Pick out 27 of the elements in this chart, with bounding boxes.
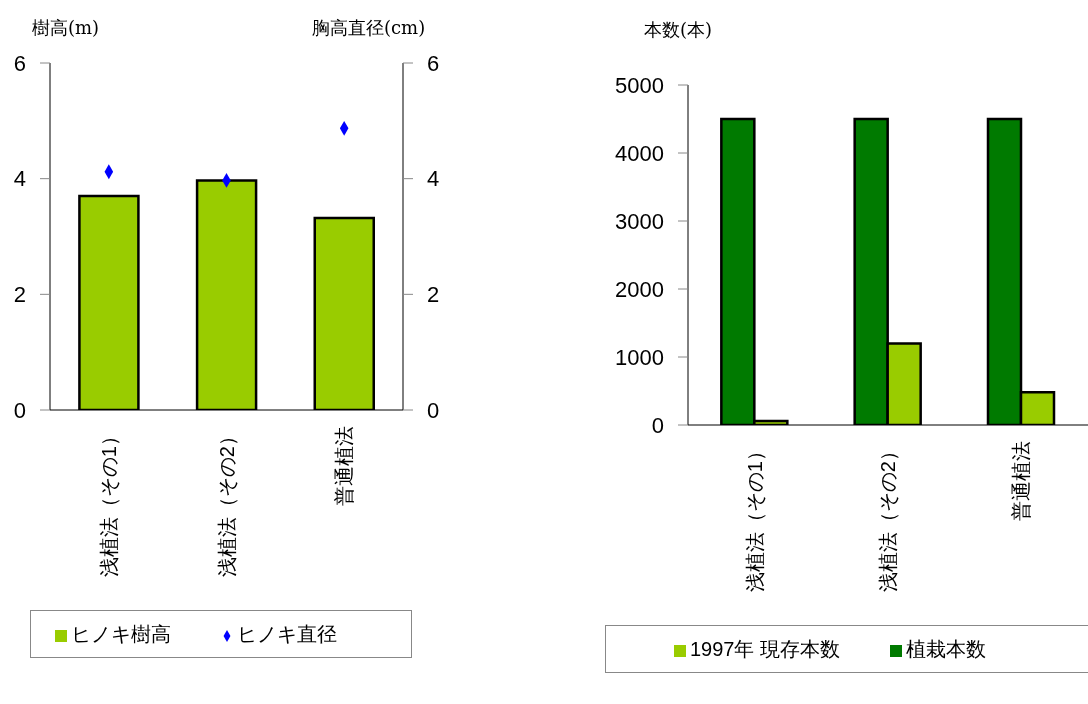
y2-tick-label: 2 — [427, 282, 440, 308]
y-axis-title: 本数(本) — [644, 18, 713, 42]
y2-tick-label: 0 — [427, 397, 440, 423]
y-tick-label: 2000 — [615, 276, 664, 302]
y-tick-label: 6 — [13, 50, 26, 76]
y-axis-title: 樹高(m) — [32, 16, 100, 40]
legend-label: 植栽本数 — [906, 637, 987, 660]
x-tick-label: 浅植法（その2） — [215, 426, 238, 578]
x-tick-label: 浅植法（その2） — [877, 441, 899, 593]
y2-axis-title: 胸高直径(cm) — [312, 16, 426, 40]
legend-label: ヒノキ直径 — [237, 622, 337, 645]
y-tick-label: 1000 — [615, 344, 664, 370]
y2-tick-label: 4 — [427, 166, 440, 192]
y2-tick-label: 6 — [427, 50, 440, 76]
x-tick-label: 普通植法 — [333, 426, 356, 506]
y-tick-label: 5000 — [615, 72, 664, 98]
x-tick-label: 浅植法（その1） — [97, 426, 120, 578]
x-tick-label: 浅植法（その1） — [743, 441, 766, 593]
y-tick-label: 3000 — [615, 208, 664, 234]
y-tick-label: 0 — [651, 412, 664, 438]
legend-label: 1997年 現存本数 — [689, 637, 841, 660]
y-tick-label: 4 — [13, 166, 26, 192]
y-tick-label: 4000 — [615, 140, 664, 166]
legend-label: ヒノキ樹高 — [71, 622, 171, 645]
y-tick-label: 0 — [13, 397, 26, 423]
y-tick-label: 2 — [13, 282, 26, 308]
x-tick-label: 普通植法 — [1010, 441, 1033, 521]
